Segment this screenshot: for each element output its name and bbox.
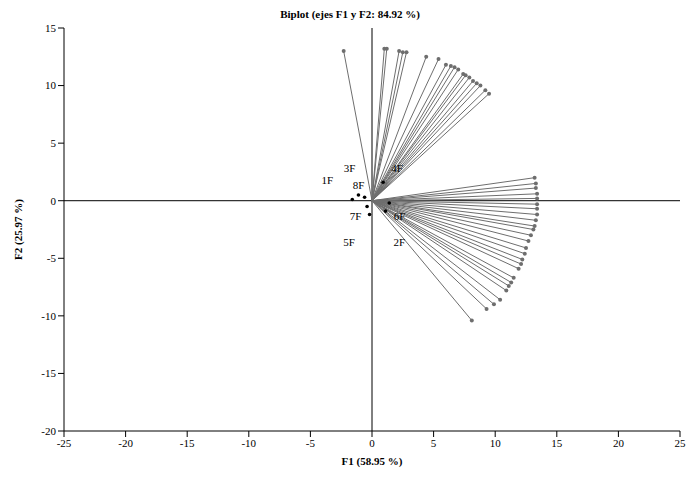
svg-text:-10: -10 bbox=[41, 310, 56, 322]
svg-text:-15: -15 bbox=[180, 437, 195, 449]
svg-text:-20: -20 bbox=[118, 437, 133, 449]
svg-text:8F: 8F bbox=[353, 179, 365, 191]
svg-text:4F: 4F bbox=[391, 162, 403, 174]
svg-text:0: 0 bbox=[51, 195, 57, 207]
svg-text:1F: 1F bbox=[321, 174, 333, 186]
svg-text:15: 15 bbox=[45, 22, 57, 34]
svg-text:25: 25 bbox=[675, 437, 687, 449]
svg-text:10: 10 bbox=[45, 79, 57, 91]
svg-text:-10: -10 bbox=[241, 437, 256, 449]
html-text:Biplot (ejes F1 y F2: 84.92 %): Biplot (ejes F1 y F2: 84.92 %) bbox=[280, 8, 420, 20]
svg-text:2F: 2F bbox=[393, 236, 405, 248]
svg-text:-5: -5 bbox=[47, 252, 57, 264]
svg-text:0: 0 bbox=[369, 437, 375, 449]
svg-text:10: 10 bbox=[490, 437, 502, 449]
svg-text:5: 5 bbox=[51, 137, 57, 149]
svg-text:F1 (58.95 %): F1 (58.95 %) bbox=[342, 455, 403, 468]
svg-text:3F: 3F bbox=[344, 162, 356, 174]
svg-text:15: 15 bbox=[551, 437, 563, 449]
svg-text:-5: -5 bbox=[306, 437, 316, 449]
svg-text:6F: 6F bbox=[394, 210, 406, 222]
svg-text:-25: -25 bbox=[57, 437, 72, 449]
svg-text:5F: 5F bbox=[343, 236, 355, 248]
svg-text:F2 (25.97 %): F2 (25.97 %) bbox=[12, 199, 25, 260]
svg-text:-20: -20 bbox=[41, 425, 56, 437]
svg-text:5: 5 bbox=[431, 437, 437, 449]
svg-text:-15: -15 bbox=[41, 367, 56, 379]
svg-text:20: 20 bbox=[613, 437, 625, 449]
svg-text:7F: 7F bbox=[350, 210, 362, 222]
